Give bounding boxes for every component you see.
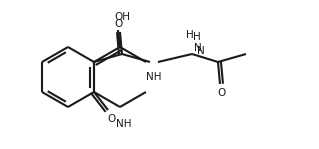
- Text: NH: NH: [116, 119, 132, 129]
- Text: H: H: [193, 32, 201, 42]
- Text: O: O: [218, 88, 226, 98]
- Text: N: N: [194, 43, 202, 53]
- Text: N: N: [197, 46, 205, 56]
- Text: O: O: [115, 19, 123, 29]
- Text: O: O: [108, 114, 116, 124]
- Text: NH: NH: [146, 72, 162, 82]
- Text: H: H: [186, 30, 194, 40]
- Text: OH: OH: [114, 12, 130, 22]
